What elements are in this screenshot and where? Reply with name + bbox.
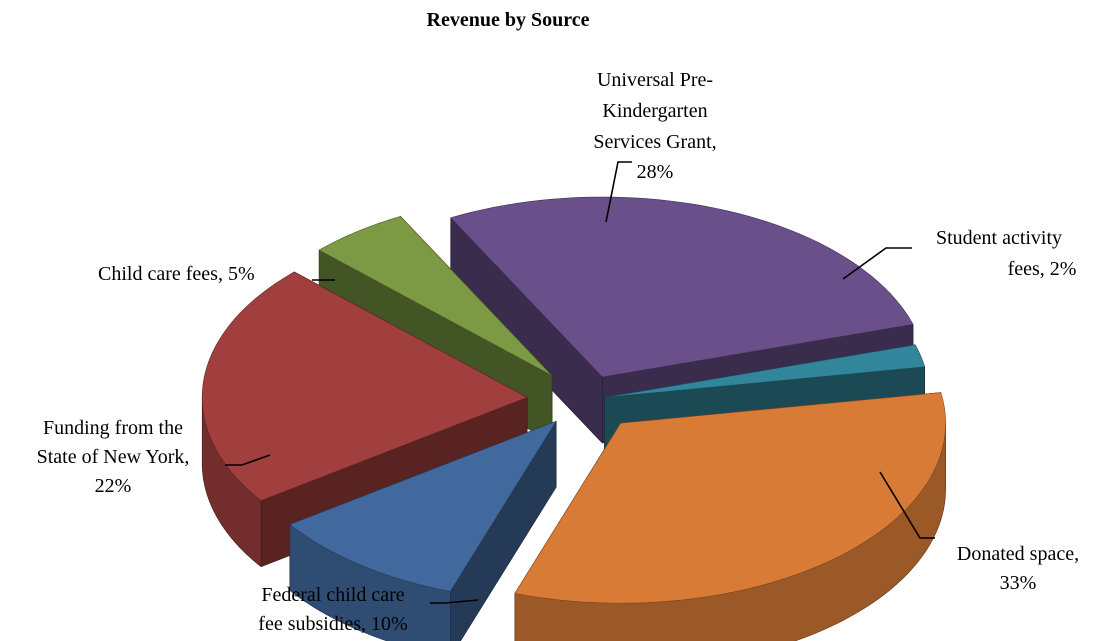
pie-slice-donated-space	[514, 392, 946, 641]
data-label: Federal child care	[261, 584, 404, 606]
pie-slice-funding-from-the-state-of-new-york	[201, 271, 528, 567]
leader-line	[605, 161, 632, 223]
pie-slices	[201, 196, 946, 641]
slice-top	[201, 271, 528, 501]
data-label: fee subsidies, 10%	[258, 613, 407, 635]
data-label: Kindergarten	[602, 100, 707, 122]
data-label: Child care fees, 5%	[98, 263, 255, 285]
pie-slice-federal-child-care-fee-subsidies	[289, 420, 557, 641]
leader-line	[430, 599, 479, 604]
data-label: 22%	[95, 475, 132, 497]
slice-top	[289, 420, 557, 592]
data-label: State of New York,	[37, 446, 190, 468]
data-label: Student activity	[936, 227, 1062, 249]
data-label: Services Grant,	[593, 131, 716, 153]
data-label: Universal Pre-	[597, 69, 713, 91]
slice-top	[514, 392, 946, 604]
leader-line	[879, 471, 935, 539]
data-labels: Student activity fees, 2% Donated space, 33…	[37, 69, 1079, 635]
data-label: fees, 2%	[1008, 258, 1077, 280]
slice-top	[604, 344, 926, 398]
slice-top	[318, 216, 553, 376]
data-label: Funding from the	[43, 417, 183, 439]
chart-title: Revenue by Source	[427, 9, 590, 31]
data-label: 28%	[637, 161, 674, 183]
data-label: Donated space,	[957, 543, 1079, 565]
slice-top	[450, 196, 914, 378]
leader-line	[225, 454, 271, 466]
data-label: 33%	[1000, 572, 1037, 594]
leader-lines	[225, 161, 935, 604]
leader-line	[842, 247, 912, 280]
